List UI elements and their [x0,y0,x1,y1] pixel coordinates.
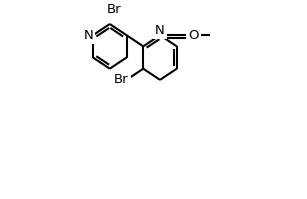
Text: N: N [155,24,165,37]
Text: Br: Br [114,73,129,86]
Text: O: O [188,29,199,42]
Text: N: N [84,29,93,42]
Text: Br: Br [107,3,122,16]
